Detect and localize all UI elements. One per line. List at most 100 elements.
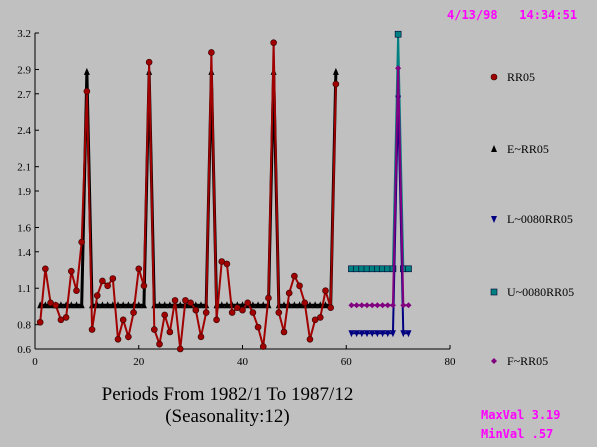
data-point [156, 301, 163, 309]
data-point [358, 302, 365, 309]
data-point [208, 49, 215, 56]
data-point [125, 301, 132, 309]
legend-marker [490, 288, 498, 296]
data-point [171, 297, 179, 304]
data-point [120, 301, 127, 309]
x-tick-label: 60 [341, 356, 353, 368]
data-point [353, 330, 360, 338]
data-point [83, 67, 90, 75]
series-line [40, 71, 338, 307]
data-point [197, 333, 205, 341]
data-point [255, 301, 262, 309]
data-point [125, 333, 132, 341]
max-value: 3.19 [531, 408, 561, 422]
x-tick-label: 0 [32, 356, 38, 368]
data-point [254, 323, 262, 331]
data-point [161, 311, 168, 319]
data-point [322, 287, 329, 294]
data-point [400, 330, 407, 338]
data-point [358, 330, 365, 338]
data-point [379, 302, 386, 309]
data-point [291, 272, 298, 280]
data-point [389, 302, 396, 309]
data-point [312, 301, 319, 309]
data-point [177, 301, 184, 309]
max-value-label: MaxVal [481, 408, 525, 422]
legend-item: U~0080RR05 [490, 285, 574, 299]
data-point [322, 301, 329, 309]
data-point [223, 260, 231, 268]
time-text: 14:34:51 [519, 8, 578, 22]
data-point [348, 330, 355, 338]
legend-label: U~0080RR05 [507, 285, 574, 299]
data-point [275, 309, 283, 316]
legend-marker [490, 73, 498, 81]
data-point [296, 282, 303, 290]
min-value-readout: MinVal .57 [481, 427, 553, 441]
data-point [36, 318, 44, 326]
data-point [384, 302, 391, 309]
data-point [115, 301, 121, 309]
y-tick-label: 2.1 [17, 162, 31, 174]
x-tick-label: 40 [237, 356, 249, 368]
data-point [99, 301, 106, 309]
x-tick-label: 80 [445, 356, 457, 368]
data-point [332, 80, 340, 88]
y-tick-label: 1.6 [17, 222, 31, 234]
data-point [52, 301, 60, 309]
axes: 0.6 0.8 1.1 1.4 1.6 1.9 2.1 2.4 2.7 2.9 3.2 0 20 40 60… [17, 28, 456, 368]
data-point [379, 330, 386, 338]
data-point [249, 309, 257, 316]
data-point [130, 309, 137, 316]
data-point [114, 335, 122, 343]
data-point [140, 301, 147, 309]
data-point [109, 275, 117, 282]
data-point [68, 301, 75, 309]
legend-label: E~RR05 [507, 142, 549, 156]
data-point [259, 343, 267, 350]
data-point [374, 330, 381, 338]
data-point [332, 67, 339, 75]
date-text: 4/13/98 [447, 8, 498, 22]
data-point [384, 330, 391, 338]
data-point [281, 301, 287, 309]
caption-line-2: (Seasonality:12) [165, 406, 290, 427]
data-point [280, 328, 288, 336]
series-e-rr05 [37, 67, 339, 309]
data-point [405, 330, 412, 338]
data-point [187, 299, 194, 307]
legend-label: RR05 [507, 70, 535, 84]
legend-item: F~RR05 [491, 354, 548, 368]
data-point [145, 58, 153, 66]
data-point [73, 287, 80, 294]
data-point [306, 335, 314, 343]
data-point [151, 326, 158, 333]
legend-item: RR05 [490, 70, 535, 84]
data-point [83, 88, 91, 95]
data-point [265, 294, 272, 302]
caption-line-1: Periods From 1982/1 To 1987/12 [101, 384, 354, 405]
data-point [369, 302, 376, 309]
data-point [301, 299, 309, 307]
data-point [42, 265, 49, 273]
series-rr05 [36, 39, 340, 353]
data-point [135, 265, 143, 273]
legend: RR05 E~RR05 L~0080RR05 U~0080RR05 F~RR05 [490, 70, 574, 368]
data-point [353, 302, 360, 309]
series-layer [36, 30, 412, 353]
data-point [156, 340, 163, 348]
data-point [202, 309, 210, 316]
legend-marker [491, 216, 497, 223]
min-value: .57 [531, 427, 554, 441]
legend-item: E~RR05 [491, 142, 549, 156]
data-point [228, 309, 236, 316]
y-tick-label: 0.8 [17, 320, 31, 332]
data-point [249, 301, 256, 309]
legend-item: L~0080RR05 [491, 212, 573, 226]
data-point [244, 299, 251, 307]
data-point [166, 301, 173, 309]
data-point [42, 301, 49, 309]
y-tick-label: 1.9 [17, 186, 31, 198]
legend-label: L~0080RR05 [507, 212, 573, 226]
data-point [93, 292, 101, 299]
